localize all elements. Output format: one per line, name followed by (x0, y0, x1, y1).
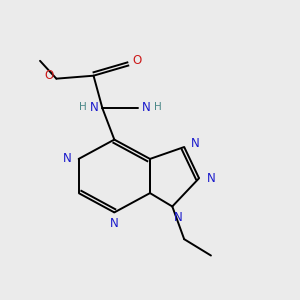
Text: O: O (132, 54, 141, 67)
Text: N: N (142, 101, 151, 114)
Text: N: N (63, 152, 72, 165)
Text: N: N (174, 211, 183, 224)
Text: N: N (110, 217, 119, 230)
Text: H: H (154, 103, 161, 112)
Text: N: N (191, 137, 200, 150)
Text: H: H (79, 103, 87, 112)
Text: N: N (207, 172, 216, 185)
Text: N: N (90, 101, 98, 114)
Text: O: O (44, 69, 54, 82)
